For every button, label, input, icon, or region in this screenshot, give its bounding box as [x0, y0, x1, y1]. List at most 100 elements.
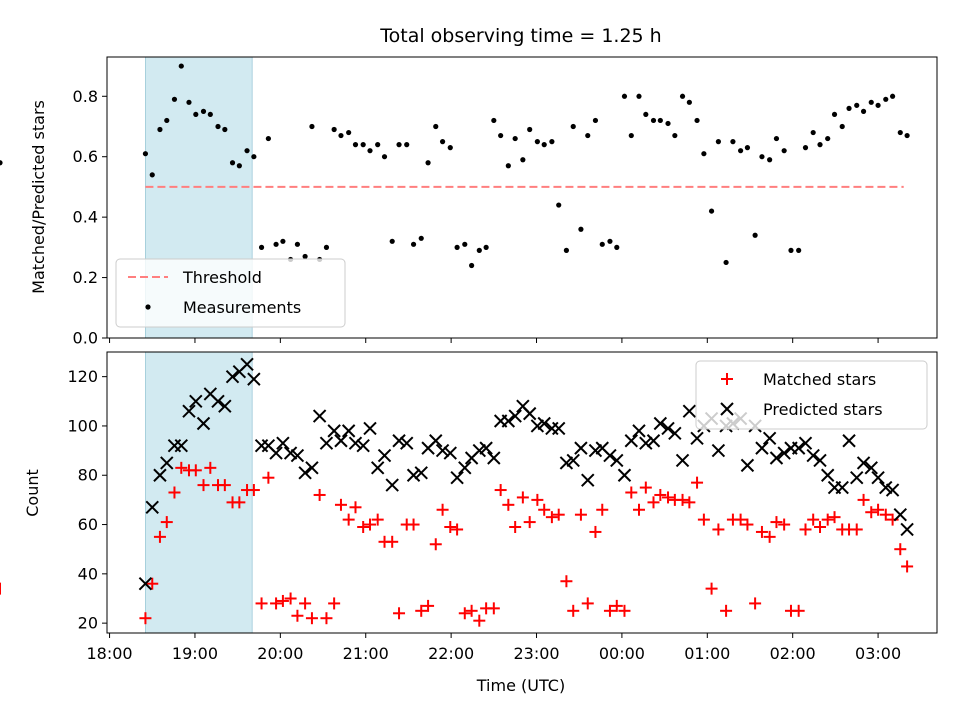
predicted-point: [806, 448, 820, 463]
matched-point: [189, 464, 202, 477]
measurement-point: [149, 172, 155, 178]
measurement-point: [462, 241, 468, 247]
measurement-point: [614, 244, 620, 250]
predicted-point: [377, 448, 392, 463]
measurement-point: [825, 135, 831, 142]
matched-point: [792, 604, 805, 617]
measurement-point: [258, 244, 265, 250]
predicted-point: [400, 436, 414, 450]
matched-point: [328, 597, 341, 610]
measurement-point: [389, 238, 395, 244]
matched-point: [160, 516, 173, 529]
predicted-point: [813, 453, 827, 468]
matched-point: [603, 604, 616, 617]
measurement-point: [672, 132, 678, 139]
predicted-point: [545, 421, 559, 436]
top-legend: Threshold Measurements: [115, 258, 346, 328]
predicted-point: [211, 394, 225, 409]
measurement-point: [476, 247, 482, 253]
matched-point: [487, 602, 500, 615]
measurement-point: [142, 151, 149, 157]
predicted-point: [443, 446, 457, 460]
measurement-point: [410, 241, 417, 247]
predicted-point: [312, 409, 327, 423]
predicted-point: [639, 436, 653, 450]
measurement-point: [773, 135, 780, 142]
bottom-legend: Matched stars Predicted stars: [695, 360, 928, 430]
predicted-point: [835, 480, 849, 495]
predicted-point: [820, 468, 835, 482]
matched-point: [197, 479, 210, 492]
predicted-point: [356, 438, 370, 453]
predicted-point: [864, 461, 878, 475]
measurement-point: [171, 96, 178, 102]
matched-point: [168, 486, 181, 499]
predicted-point: [632, 424, 646, 438]
measurement-point: [447, 145, 453, 151]
y-tick-label: 0.8: [73, 87, 98, 106]
matched-point: [567, 604, 580, 617]
y-tick-label: 20: [78, 614, 98, 633]
matched-point: [676, 493, 689, 506]
measurement-point: [549, 139, 555, 145]
predicted-point: [842, 434, 856, 448]
measurement-point: [767, 157, 773, 163]
x-tick-label: 19:00: [172, 644, 218, 663]
matched-point: [618, 604, 631, 617]
predicted-point: [711, 443, 726, 458]
predicted-point: [740, 458, 755, 473]
matched-point: [509, 521, 522, 534]
matched-point: [538, 503, 551, 516]
matched-point: [291, 609, 304, 622]
measurement-point: [498, 132, 504, 139]
measurement-point: [157, 126, 163, 133]
matched-point: [204, 461, 217, 474]
matched-point: [755, 525, 768, 538]
predicted-point: [682, 404, 697, 418]
measurement-point: [418, 235, 424, 241]
measurement-point: [200, 108, 207, 114]
measurement-point: [251, 154, 257, 160]
predicted-point: [225, 369, 240, 384]
measurement-point: [222, 126, 228, 133]
measurement-point: [578, 226, 584, 232]
predicted-point: [370, 461, 385, 475]
predicted-point: [566, 453, 580, 468]
measurement-point: [723, 259, 729, 266]
bottom-x-ticks: 18:00 19:00 20:00 21:00 22:00 23:00 00:00 01:00…: [87, 633, 901, 663]
y-tick-label: 100: [67, 416, 98, 435]
measurement-point: [352, 142, 359, 148]
measurement-point: [665, 120, 671, 127]
matched-point: [407, 518, 420, 531]
predicted-point: [254, 438, 269, 453]
predicted-point: [153, 468, 167, 482]
legend-predicted-swatch: [720, 402, 734, 416]
matched-point: [901, 560, 914, 573]
x-tick-label: 03:00: [855, 644, 901, 663]
predicted-point: [160, 456, 174, 470]
predicted-point: [414, 466, 428, 480]
predicted-points: [138, 357, 914, 591]
measurement-point: [752, 232, 758, 238]
legend-measurement-label: Measurements: [183, 298, 301, 317]
matched-point: [763, 530, 776, 543]
measurement-point: [338, 132, 344, 139]
measurement-point: [904, 132, 910, 139]
predicted-point: [392, 434, 406, 448]
matched-point: [349, 501, 362, 514]
measurement-point: [381, 154, 388, 160]
top-y-axis-label: Matched/Predicted stars: [29, 100, 48, 294]
measurement-point: [796, 247, 802, 253]
matched-point: [175, 461, 188, 474]
bottom-panel: 20 40 60 80 100 120 18:00 19:00 20:00 21:00 22:00…: [0, 351, 938, 695]
measurement-point: [810, 129, 816, 136]
matched-point: [494, 484, 507, 497]
predicted-point: [537, 416, 551, 431]
measurement-point: [694, 117, 700, 124]
predicted-point: [182, 404, 196, 418]
measurement-point: [781, 148, 787, 154]
measurement-point: [164, 117, 170, 124]
measurement-points: [0, 63, 910, 269]
bottom-axes-frame: [106, 351, 938, 634]
matched-point: [807, 513, 820, 526]
